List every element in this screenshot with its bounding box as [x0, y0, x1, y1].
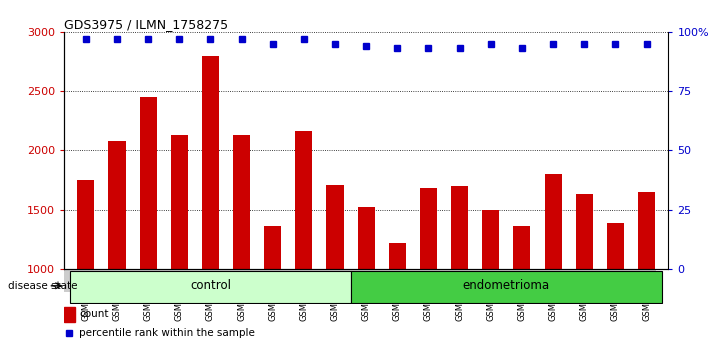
Bar — [295, 131, 312, 354]
Bar — [171, 135, 188, 354]
Bar — [70, 270, 351, 303]
Bar — [64, 307, 75, 322]
Bar — [606, 223, 624, 354]
Bar — [202, 56, 219, 354]
Text: percentile rank within the sample: percentile rank within the sample — [79, 329, 255, 338]
Bar — [108, 141, 126, 354]
Bar — [482, 210, 499, 354]
Text: control: control — [190, 279, 231, 292]
Bar — [513, 226, 530, 354]
Text: GDS3975 / ILMN_1758275: GDS3975 / ILMN_1758275 — [64, 18, 228, 31]
Text: count: count — [79, 309, 109, 319]
Text: disease state: disease state — [8, 281, 77, 291]
Bar — [420, 188, 437, 354]
Bar — [451, 186, 468, 354]
Bar — [351, 270, 662, 303]
Text: endometrioma: endometrioma — [463, 279, 550, 292]
Bar — [576, 194, 593, 354]
Bar — [545, 174, 562, 354]
Bar — [389, 243, 406, 354]
Bar — [326, 185, 343, 354]
Bar — [358, 207, 375, 354]
Bar — [77, 180, 95, 354]
Bar — [638, 192, 655, 354]
FancyBboxPatch shape — [64, 269, 656, 292]
Bar — [264, 226, 282, 354]
Bar — [233, 135, 250, 354]
Bar — [139, 97, 156, 354]
